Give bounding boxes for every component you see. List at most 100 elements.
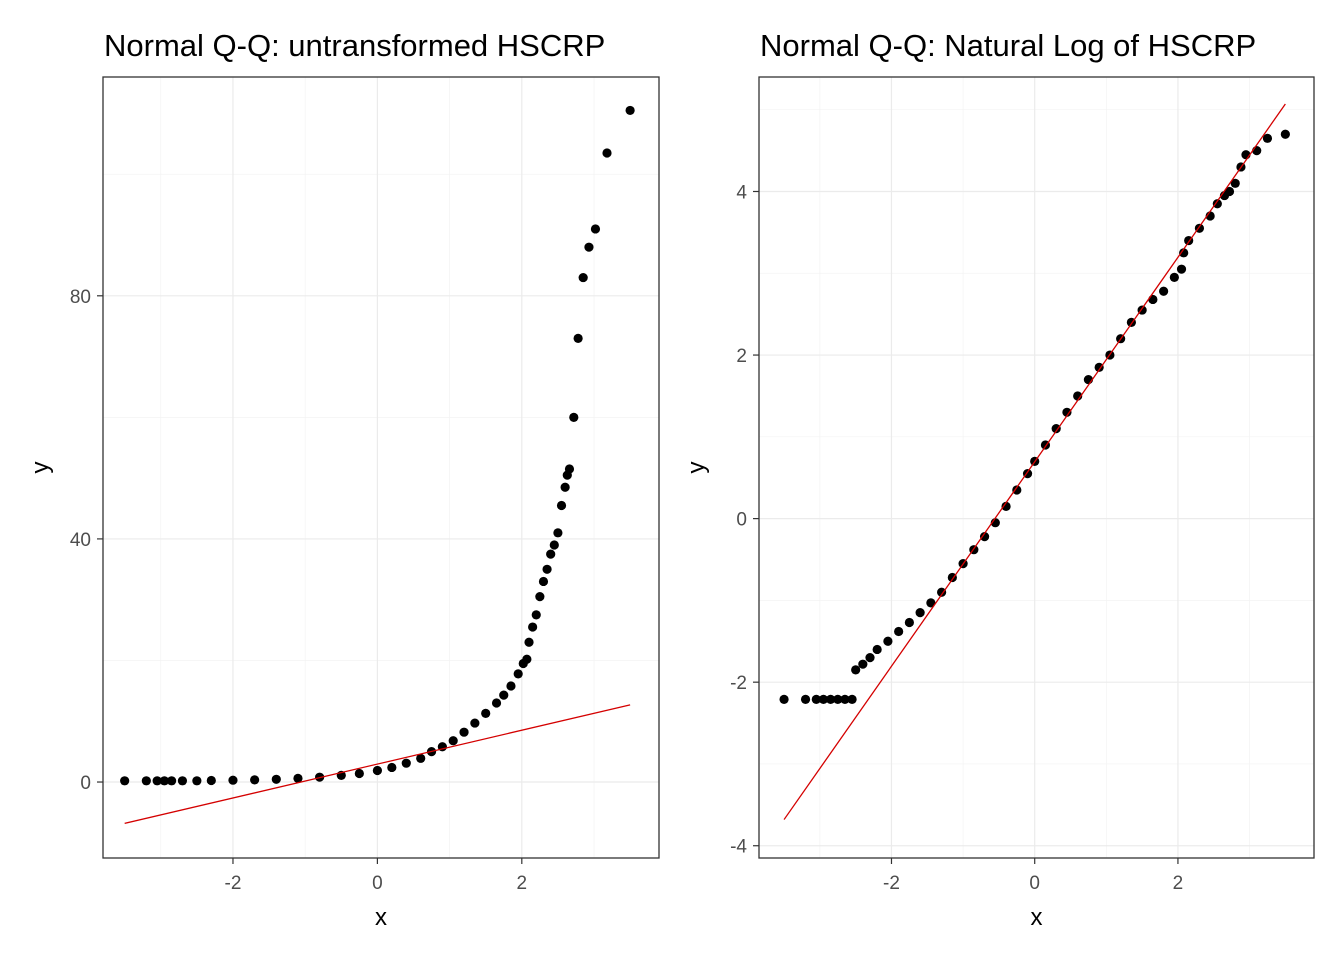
data-point <box>556 500 567 511</box>
data-point <box>865 653 875 663</box>
data-point <box>858 659 868 669</box>
data-point <box>141 776 151 786</box>
y-tick-label: -2 <box>730 673 747 694</box>
y-tick-label: 0 <box>736 510 747 531</box>
data-point <box>166 776 177 786</box>
data-point <box>354 768 364 779</box>
data-point <box>1094 362 1104 372</box>
data-point <box>250 775 260 785</box>
data-point <box>1062 407 1072 417</box>
data-point <box>584 242 594 252</box>
data-point <box>1262 133 1273 143</box>
data-point <box>564 464 575 474</box>
data-point <box>826 694 836 704</box>
data-point <box>538 576 549 587</box>
data-point <box>779 694 789 704</box>
data-point <box>553 528 563 538</box>
data-point <box>228 775 238 785</box>
data-point <box>535 592 545 602</box>
y-tick-label: 40 <box>70 530 91 551</box>
x-tick-label: 0 <box>1029 873 1040 894</box>
data-point <box>1176 264 1187 274</box>
data-point <box>800 694 811 704</box>
data-point <box>470 718 480 728</box>
data-point <box>590 224 601 234</box>
data-point <box>528 622 538 632</box>
data-point <box>569 412 579 422</box>
data-point <box>1280 129 1290 139</box>
data-point <box>177 776 188 786</box>
data-point <box>416 753 426 763</box>
data-point <box>1159 286 1169 296</box>
data-point <box>448 736 458 746</box>
data-point <box>833 694 843 704</box>
y-tick-label: 80 <box>70 287 91 308</box>
panel-border <box>102 76 660 859</box>
data-point <box>1001 501 1011 511</box>
data-point <box>546 549 556 559</box>
y-tick-label: -4 <box>730 837 747 858</box>
data-point <box>840 694 850 704</box>
data-point <box>1230 178 1240 188</box>
data-point <box>1224 186 1235 197</box>
data-point <box>513 669 523 679</box>
data-point <box>206 775 216 786</box>
data-point <box>625 105 635 116</box>
x-tick-label: -2 <box>883 873 900 894</box>
data-point <box>883 636 893 646</box>
x-tick-label: 2 <box>517 873 528 894</box>
data-point <box>573 333 583 343</box>
panel-natural-log: -2 0 2 -4 -2 0 2 4 Normal Q-Q: Natural Log of HS… <box>683 28 1315 931</box>
data-point <box>915 608 925 618</box>
data-point <box>872 644 882 655</box>
data-point <box>491 698 502 708</box>
data-point <box>602 148 612 158</box>
y-tick-label: 4 <box>736 182 747 203</box>
data-point <box>499 690 509 700</box>
x-axis-label: x <box>375 904 387 931</box>
data-point <box>1012 485 1022 495</box>
data-point <box>387 762 397 773</box>
data-point <box>372 765 382 776</box>
y-axis-label: y <box>683 462 710 474</box>
data-point <box>524 637 534 647</box>
data-point <box>979 532 990 542</box>
data-point <box>531 610 541 620</box>
data-point <box>192 776 202 786</box>
data-point <box>522 654 532 664</box>
x-tick-label: 2 <box>1173 873 1184 894</box>
data-point <box>549 540 559 550</box>
data-point <box>1179 248 1189 258</box>
data-point <box>293 773 303 783</box>
data-point <box>271 774 281 784</box>
data-point <box>481 708 491 718</box>
panel-border <box>758 76 1315 859</box>
data-point <box>818 694 829 704</box>
x-tick-label: -2 <box>225 873 242 894</box>
data-point <box>811 694 821 704</box>
data-point <box>904 617 914 628</box>
data-point <box>578 272 588 283</box>
data-point <box>851 665 861 675</box>
data-point <box>120 776 130 786</box>
qq-reference-line <box>124 704 631 824</box>
data-point <box>1169 272 1179 282</box>
chart-title: Normal Q-Q: Natural Log of HSCRP <box>760 28 1256 63</box>
data-point <box>1051 424 1061 434</box>
data-point <box>560 482 570 492</box>
data-point <box>159 776 169 786</box>
data-point <box>1148 294 1158 305</box>
chart-title: Normal Q-Q: untransformed HSCRP <box>104 28 605 63</box>
x-axis-label: x <box>1031 904 1043 931</box>
data-point <box>937 587 947 597</box>
data-point <box>152 776 162 786</box>
data-point <box>847 694 857 704</box>
y-tick-label: 2 <box>736 346 747 367</box>
data-point <box>1212 199 1222 209</box>
y-axis-label: y <box>27 462 54 474</box>
data-point <box>506 681 516 691</box>
data-point <box>459 727 469 737</box>
data-point <box>926 598 936 608</box>
